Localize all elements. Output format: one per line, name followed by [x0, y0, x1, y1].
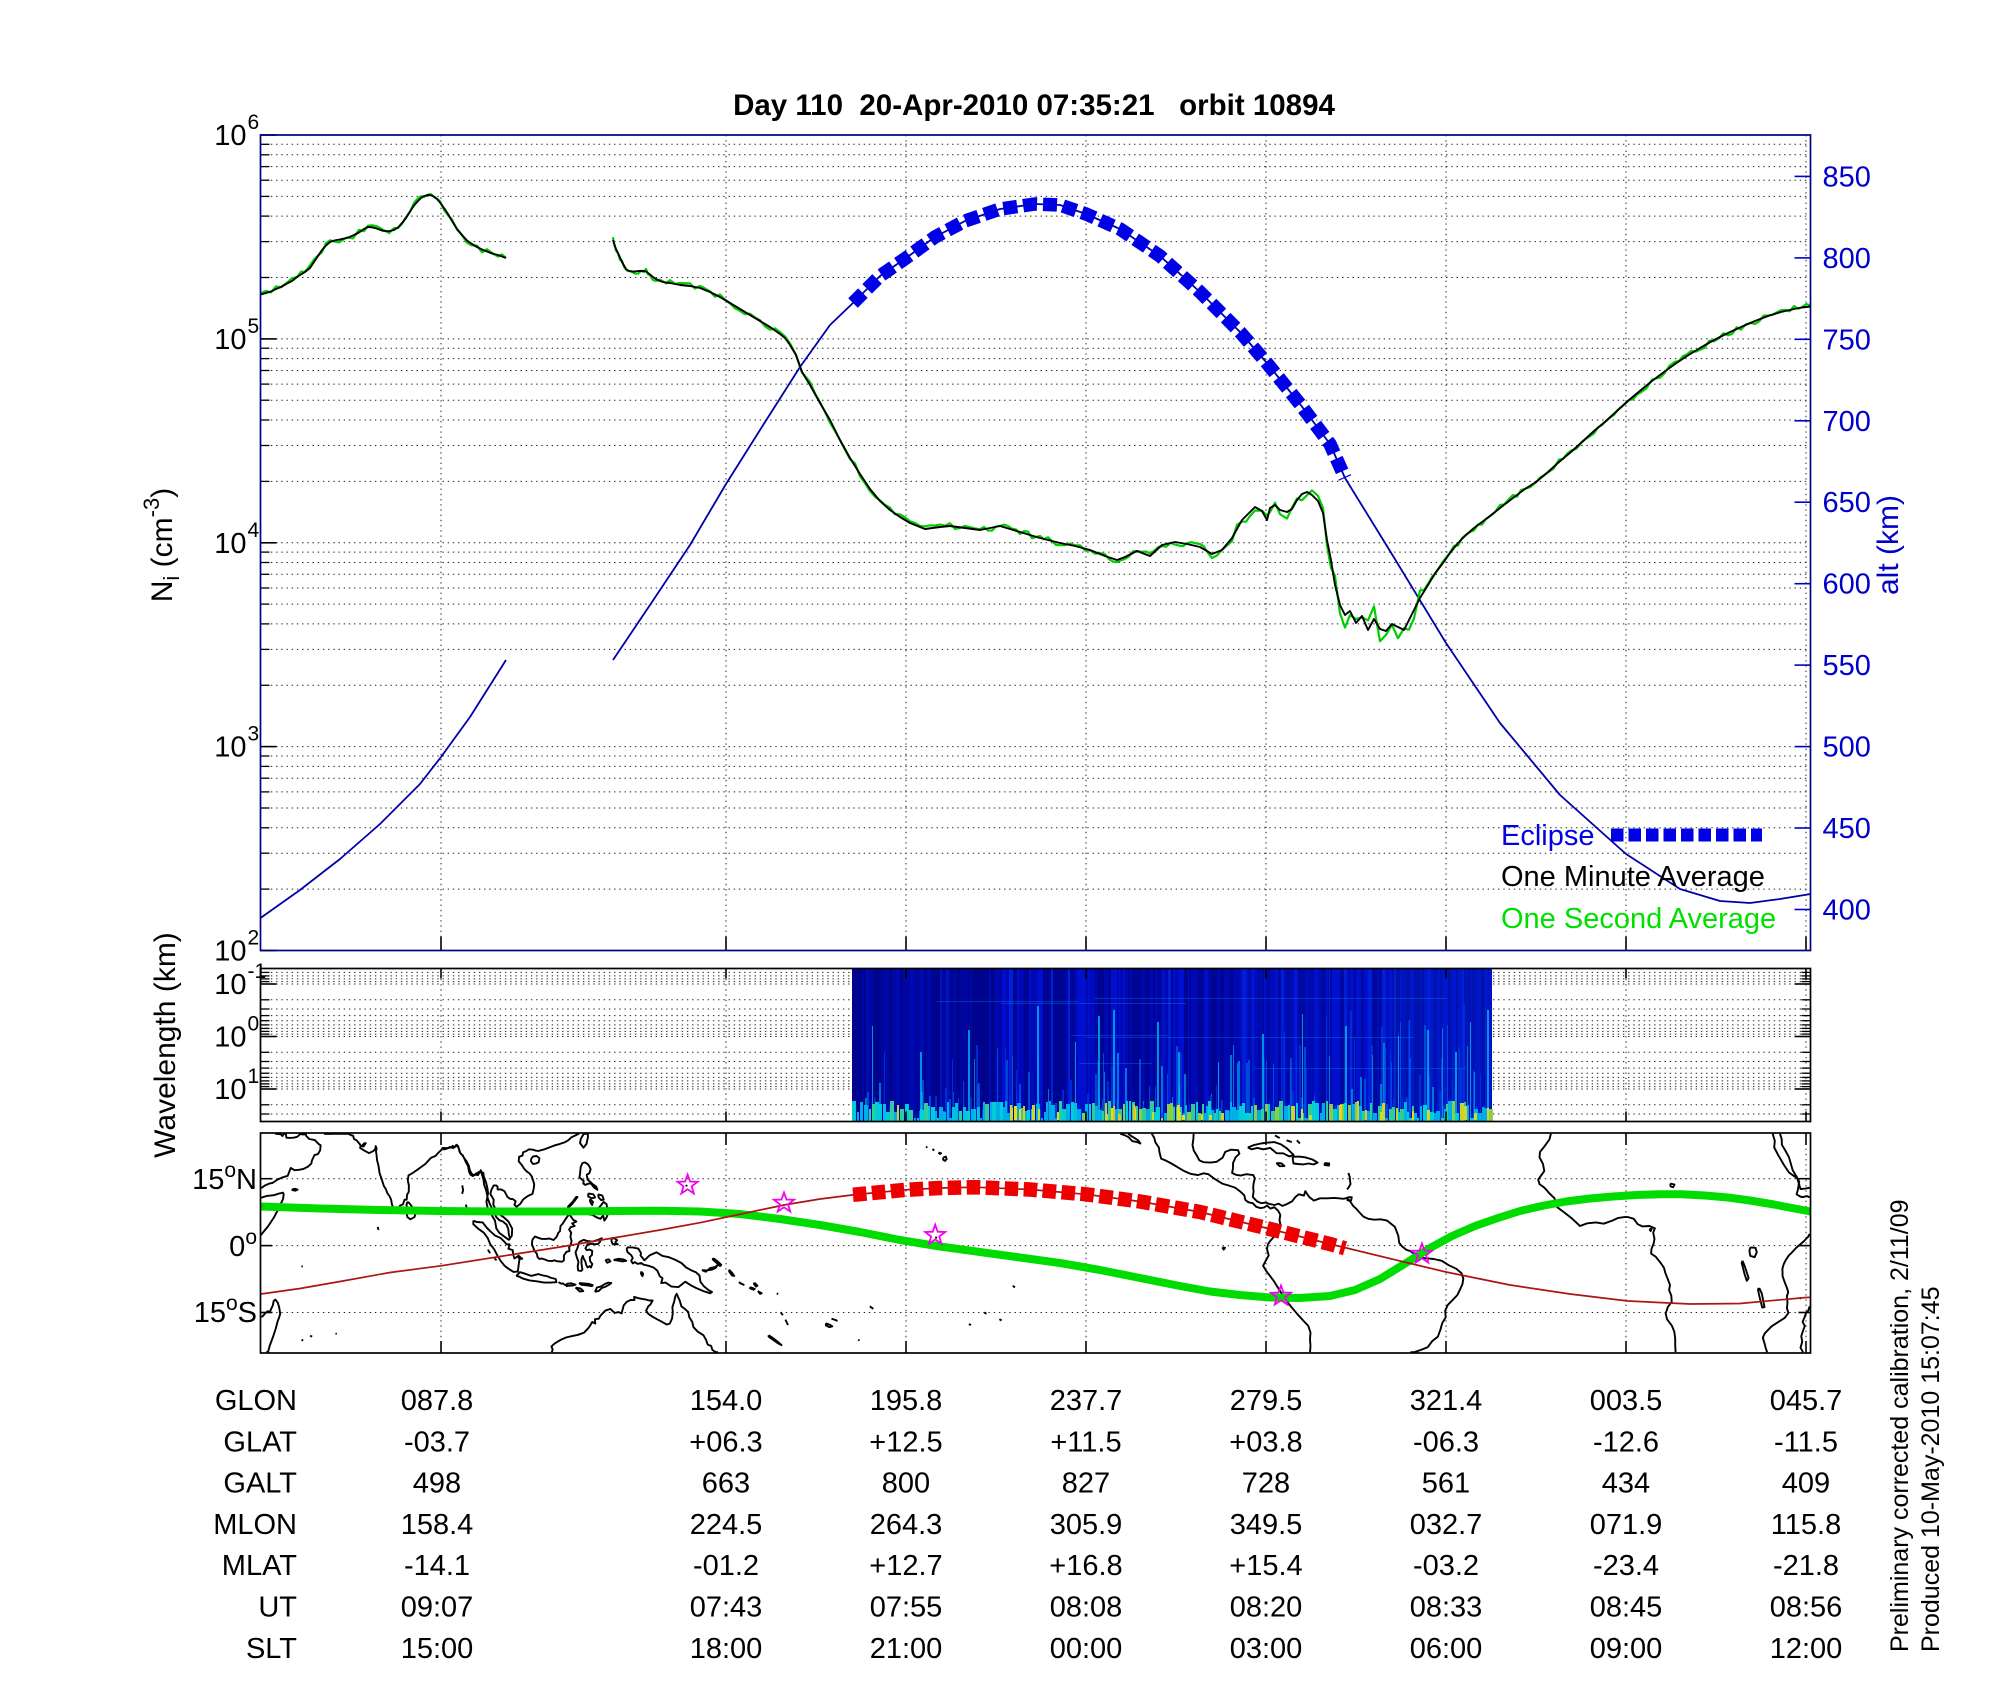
- svg-text:GLAT: GLAT: [223, 1426, 297, 1458]
- svg-text:10: 10: [214, 936, 246, 968]
- svg-text:498: 498: [413, 1468, 461, 1500]
- svg-text:800: 800: [882, 1468, 930, 1500]
- svg-text:-03.2: -03.2: [1413, 1550, 1479, 1582]
- svg-text:450: 450: [1823, 813, 1871, 845]
- svg-text:GLON: GLON: [215, 1385, 297, 1417]
- svg-text:115.8: 115.8: [1771, 1509, 1841, 1541]
- svg-text:One Minute Average: One Minute Average: [1501, 861, 1765, 893]
- svg-text:700: 700: [1823, 406, 1871, 438]
- svg-text:0: 0: [248, 1013, 260, 1036]
- svg-text:+06.3: +06.3: [689, 1426, 762, 1458]
- svg-text:728: 728: [1242, 1468, 1290, 1500]
- svg-text:279.5: 279.5: [1230, 1385, 1303, 1417]
- svg-text:+12.5: +12.5: [869, 1426, 942, 1458]
- svg-text:-23.4: -23.4: [1593, 1550, 1659, 1582]
- svg-text:08:45: 08:45: [1590, 1592, 1663, 1624]
- svg-text:+03.8: +03.8: [1229, 1426, 1302, 1458]
- svg-text:195.8: 195.8: [870, 1385, 943, 1417]
- svg-text:07:55: 07:55: [870, 1592, 943, 1624]
- svg-text:10: 10: [214, 528, 246, 560]
- svg-text:321.4: 321.4: [1410, 1385, 1483, 1417]
- svg-text:409: 409: [1782, 1468, 1830, 1500]
- svg-text:-1: -1: [248, 960, 267, 983]
- svg-text:561: 561: [1422, 1468, 1470, 1500]
- svg-text:UT: UT: [258, 1592, 297, 1624]
- svg-text:158.4: 158.4: [401, 1509, 474, 1541]
- svg-text:-12.6: -12.6: [1593, 1426, 1659, 1458]
- svg-text:305.9: 305.9: [1050, 1509, 1123, 1541]
- svg-text:264.3: 264.3: [870, 1509, 943, 1541]
- svg-text:-01.2: -01.2: [693, 1550, 759, 1582]
- svg-text:10: 10: [214, 1074, 246, 1106]
- svg-text:+12.7: +12.7: [869, 1550, 942, 1582]
- svg-text:224.5: 224.5: [690, 1509, 763, 1541]
- svg-text:800: 800: [1823, 243, 1871, 275]
- svg-text:06:00: 06:00: [1410, 1633, 1483, 1665]
- svg-text:10: 10: [214, 969, 246, 1001]
- svg-text:09:00: 09:00: [1590, 1633, 1663, 1665]
- svg-text:087.8: 087.8: [401, 1385, 474, 1417]
- svg-text:10: 10: [214, 324, 246, 356]
- svg-text:045.7: 045.7: [1770, 1385, 1843, 1417]
- svg-text:MLAT: MLAT: [222, 1550, 297, 1582]
- svg-text:10: 10: [214, 120, 246, 152]
- svg-text:434: 434: [1602, 1468, 1650, 1500]
- svg-text:237.7: 237.7: [1050, 1385, 1123, 1417]
- svg-text:400: 400: [1823, 895, 1871, 927]
- svg-text:08:20: 08:20: [1230, 1592, 1303, 1624]
- svg-text:21:00: 21:00: [870, 1633, 943, 1665]
- svg-text:SLT: SLT: [246, 1633, 297, 1665]
- svg-text:+11.5: +11.5: [1050, 1426, 1121, 1458]
- svg-text:-21.8: -21.8: [1773, 1550, 1839, 1582]
- svg-text:+15.4: +15.4: [1229, 1550, 1302, 1582]
- svg-text:-14.1: -14.1: [404, 1550, 470, 1582]
- svg-text:-11.5: -11.5: [1774, 1426, 1838, 1458]
- svg-text:12:00: 12:00: [1770, 1633, 1843, 1665]
- svg-text:08:08: 08:08: [1050, 1592, 1123, 1624]
- svg-text:750: 750: [1823, 324, 1871, 356]
- svg-text:GALT: GALT: [223, 1468, 297, 1500]
- svg-text:154.0: 154.0: [690, 1385, 763, 1417]
- svg-text:1: 1: [248, 1065, 260, 1088]
- svg-text:10: 10: [214, 1022, 246, 1054]
- svg-text:10: 10: [214, 732, 246, 764]
- svg-text:-03.7: -03.7: [404, 1426, 470, 1458]
- svg-text:600: 600: [1823, 569, 1871, 601]
- svg-text:500: 500: [1823, 732, 1871, 764]
- svg-text:Eclipse: Eclipse: [1501, 820, 1595, 852]
- svg-text:003.5: 003.5: [1590, 1385, 1663, 1417]
- svg-text:827: 827: [1062, 1468, 1110, 1500]
- svg-text:One Second Average: One Second Average: [1501, 903, 1776, 935]
- svg-text:5: 5: [248, 315, 260, 338]
- svg-text:2: 2: [248, 927, 260, 950]
- svg-text:00:00: 00:00: [1050, 1633, 1123, 1665]
- svg-text:550: 550: [1823, 650, 1871, 682]
- svg-text:15:00: 15:00: [401, 1633, 474, 1665]
- svg-text:850: 850: [1823, 161, 1871, 193]
- svg-text:18:00: 18:00: [690, 1633, 763, 1665]
- svg-text:-06.3: -06.3: [1413, 1426, 1479, 1458]
- svg-text:09:07: 09:07: [401, 1592, 474, 1624]
- svg-text:+16.8: +16.8: [1049, 1550, 1122, 1582]
- svg-text:07:43: 07:43: [690, 1592, 763, 1624]
- svg-text:Wavelength (km): Wavelength (km): [149, 932, 182, 1158]
- svg-text:Preliminary corrected calibrat: Preliminary corrected calibration, 2/11/…: [1886, 1199, 1914, 1652]
- svg-text:08:33: 08:33: [1410, 1592, 1483, 1624]
- svg-text:663: 663: [702, 1468, 750, 1500]
- svg-text:3: 3: [248, 723, 260, 746]
- svg-text:071.9: 071.9: [1590, 1509, 1663, 1541]
- svg-text:08:56: 08:56: [1770, 1592, 1843, 1624]
- svg-text:349.5: 349.5: [1230, 1509, 1303, 1541]
- svg-text:03:00: 03:00: [1230, 1633, 1303, 1665]
- svg-text:15oN: 15oN: [192, 1159, 257, 1196]
- svg-text:alt (km): alt (km): [1872, 495, 1905, 595]
- svg-text:4: 4: [248, 519, 260, 542]
- svg-text:Day 110 20-Apr-2010 07:35:21: Day 110 20-Apr-2010 07:35:21 orbit 10894: [733, 89, 1335, 122]
- svg-text:6: 6: [248, 111, 260, 134]
- svg-text:15oS: 15oS: [194, 1292, 257, 1329]
- svg-text:Produced 10-May-2010 15:07:45: Produced 10-May-2010 15:07:45: [1917, 1286, 1945, 1652]
- svg-text:032.7: 032.7: [1410, 1509, 1483, 1541]
- svg-text:MLON: MLON: [213, 1509, 297, 1541]
- svg-text:650: 650: [1823, 487, 1871, 519]
